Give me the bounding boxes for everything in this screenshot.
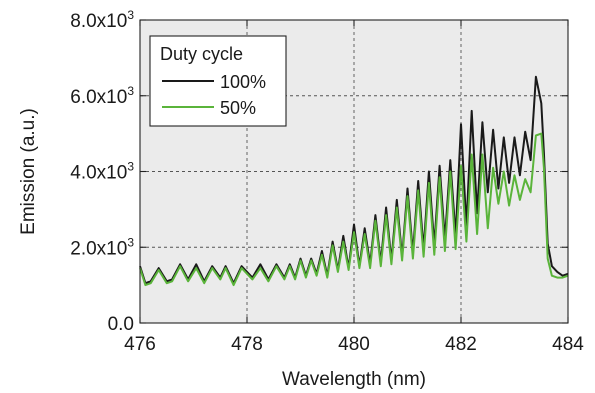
series-layer — [139, 75, 569, 287]
y-axis-ticks: 0.0 2.0x103 4.0x103 6.0x103 8.0x103 — [70, 8, 568, 335]
y-tick-label-0: 0.0 — [108, 314, 134, 335]
x-tick-label-1: 478 — [231, 334, 263, 355]
x-tick-label-0: 476 — [124, 334, 156, 355]
series-line-50 — [139, 132, 569, 287]
y-axis-label: Emission (a.u.) — [18, 108, 39, 235]
legend-title: Duty cycle — [160, 44, 243, 64]
y-tick-label-2: 4.0x103 — [70, 160, 134, 184]
x-tick-label-2: 480 — [338, 334, 370, 355]
y-tick-label-1: 2.0x103 — [70, 235, 134, 259]
legend: Duty cycle 100% 50% — [149, 35, 287, 127]
legend-label-100: 100% — [220, 72, 266, 92]
x-tick-label-3: 482 — [445, 334, 477, 355]
y-tick-label-4: 8.0x103 — [70, 8, 134, 32]
x-axis-ticks: 476 478 480 482 484 — [124, 20, 584, 355]
x-axis-label: Wavelength (nm) — [282, 369, 426, 390]
y-tick-label-3: 6.0x103 — [70, 84, 134, 108]
x-tick-label-4: 484 — [552, 334, 584, 355]
legend-label-50: 50% — [220, 98, 256, 118]
